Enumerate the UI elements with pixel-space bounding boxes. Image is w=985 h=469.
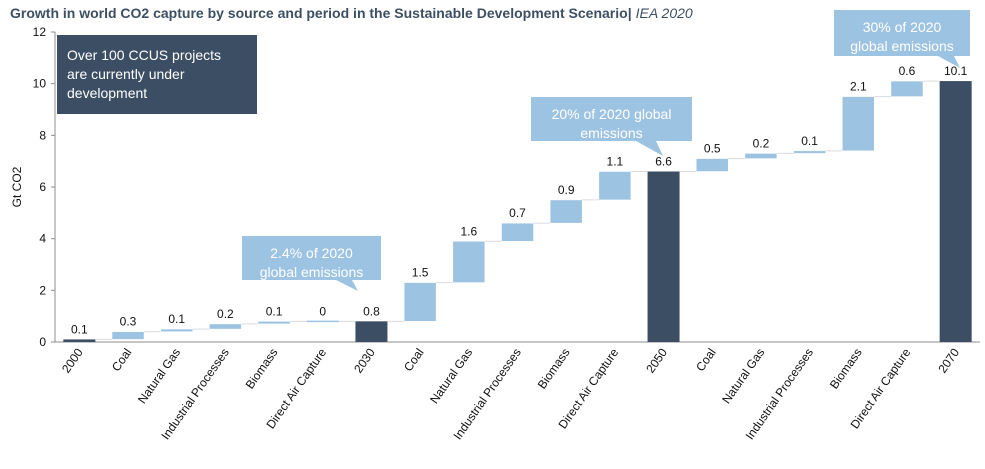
category-label: Biomass <box>827 346 865 392</box>
note-box <box>57 35 257 114</box>
data-label: 0.1 <box>801 134 818 148</box>
title-separator: | <box>627 5 632 21</box>
callout-2050 <box>531 97 692 156</box>
data-label: 0.5 <box>704 142 721 156</box>
increment-bar <box>501 222 534 242</box>
increment-bar <box>890 80 924 97</box>
y-tick-label: 0 <box>39 335 46 349</box>
callout-text-line: 30% of 2020 <box>863 19 942 35</box>
category-label: Biomass <box>243 346 281 392</box>
data-label: 6.6 <box>655 155 672 169</box>
y-tick-label: 10 <box>33 77 47 91</box>
increment-bar <box>842 96 875 152</box>
data-label: 0.2 <box>753 136 770 150</box>
total-bar <box>63 339 96 342</box>
callout-text-line: global emissions <box>260 264 364 280</box>
category-label: Coal <box>401 346 427 374</box>
y-axis-label: Gt CO2 <box>10 166 24 207</box>
y-tick-label: 2 <box>39 283 46 297</box>
increment-bar <box>111 331 145 340</box>
note-text-line: Over 100 CCUS projects <box>67 47 221 63</box>
increment-bar <box>452 241 486 283</box>
callout-text-line: 2.4% of 2020 <box>270 245 353 261</box>
increment-bar <box>209 323 242 330</box>
category-label: 2050 <box>643 345 670 375</box>
y-tick-label: 12 <box>33 25 47 39</box>
callout-text-line: 20% of 2020 global <box>552 106 672 122</box>
category-label: Coal <box>109 346 135 374</box>
data-label: 1.1 <box>607 155 624 169</box>
increment-bar <box>598 171 632 201</box>
callout-text-line: global emissions <box>850 38 954 54</box>
category-label: 2030 <box>351 345 378 375</box>
data-label: 0.1 <box>266 304 283 318</box>
data-label: 1.5 <box>412 266 429 280</box>
callout-2070 <box>834 10 970 68</box>
chart-source: IEA 2020 <box>635 5 693 21</box>
increment-bar <box>695 158 729 172</box>
data-label: 0.9 <box>558 183 575 197</box>
increment-bar <box>744 153 778 159</box>
category-label: Coal <box>693 346 719 374</box>
increment-bar <box>403 282 437 322</box>
data-label: 1.6 <box>460 224 477 238</box>
chart-title-row: Growth in world CO2 capture by source an… <box>10 5 693 21</box>
total-bar <box>939 81 972 342</box>
category-label: 2070 <box>935 345 962 375</box>
data-label: 0.2 <box>217 307 234 321</box>
note-text-line: are currently under <box>67 66 185 82</box>
data-label: 0.7 <box>509 206 526 220</box>
category-label: Biomass <box>535 346 573 392</box>
data-label: 0.8 <box>363 304 380 318</box>
increment-bar <box>549 199 583 224</box>
data-label: 0.6 <box>899 64 916 78</box>
increment-bar <box>257 321 291 325</box>
data-label: 0.3 <box>120 315 137 329</box>
note-text-line: development <box>67 85 147 101</box>
category-label: Natural Gas <box>427 346 475 406</box>
callout-2030 <box>242 236 381 291</box>
category-label: Natural Gas <box>719 346 767 406</box>
total-bar <box>355 321 388 342</box>
data-label: 0.1 <box>71 322 88 336</box>
y-tick-label: 4 <box>39 232 46 246</box>
data-label: 2.1 <box>850 80 867 94</box>
data-label: 0 <box>319 304 326 318</box>
data-label: 0.1 <box>168 312 185 326</box>
category-label: Natural Gas <box>135 346 183 406</box>
y-tick-label: 6 <box>39 180 46 194</box>
total-bar <box>647 171 680 342</box>
increment-bar <box>793 150 826 154</box>
y-tick-label: 8 <box>39 128 46 142</box>
increment-bar <box>160 328 193 332</box>
chart-title: Growth in world CO2 capture by source an… <box>10 5 628 21</box>
category-label: 2000 <box>59 345 86 375</box>
data-label: 10.1 <box>944 64 968 78</box>
callout-text-line: emissions <box>580 125 642 141</box>
